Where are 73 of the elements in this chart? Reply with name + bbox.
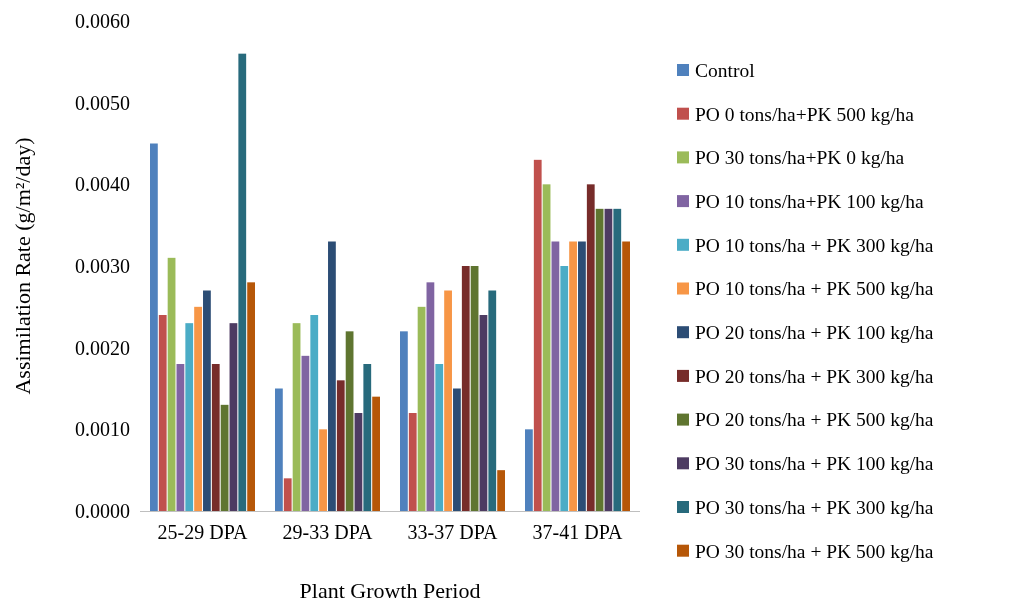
bar [426, 282, 435, 511]
bar [220, 404, 229, 511]
y-tick-label: 0.0030 [75, 254, 130, 277]
bar [488, 290, 497, 511]
bar [247, 282, 255, 511]
bar [319, 429, 327, 511]
x-tick-label: 33-37 DPA [407, 521, 498, 544]
legend-label: PO 10 tons/ha + PK 500 kg/ha [695, 278, 934, 300]
bar [158, 315, 167, 511]
bar [238, 53, 247, 511]
bar [408, 413, 417, 511]
y-tick-label: 0.0000 [75, 499, 130, 522]
bar [301, 355, 310, 511]
bar [150, 143, 158, 511]
legend-label: PO 20 tons/ha + PK 500 kg/ha [695, 409, 934, 431]
x-tick-label: 37-41 DPA [532, 521, 623, 544]
legend-label: PO 30 tons/ha + PK 300 kg/ha [695, 496, 934, 518]
y-tick-label: 0.0060 [75, 9, 130, 32]
bar [363, 364, 372, 511]
bar [525, 429, 533, 511]
legend-label: PO 30 tons/ha+PK 0 kg/ha [695, 147, 905, 169]
bar [622, 241, 630, 511]
bar [336, 380, 345, 511]
y-axis-title: Assimilation Rate (g/m²/day) [10, 137, 35, 395]
bar [354, 413, 363, 511]
legend-label: PO 30 tons/ha + PK 100 kg/ha [695, 453, 934, 475]
bar [310, 315, 319, 511]
bar [470, 266, 479, 511]
x-axis-title: Plant Growth Period [299, 578, 481, 603]
bar [435, 364, 444, 511]
y-tick-label: 0.0040 [75, 173, 130, 196]
y-tick-label: 0.0010 [75, 418, 130, 441]
bar [604, 208, 613, 511]
bar [560, 266, 569, 511]
bar [275, 388, 283, 511]
bar [400, 331, 408, 511]
bar [569, 241, 577, 511]
bar [453, 388, 461, 511]
bar [229, 323, 238, 511]
bar [328, 241, 336, 511]
bar [345, 331, 354, 511]
bar [542, 184, 551, 511]
bar [586, 184, 595, 511]
legend-label: PO 10 tons/ha+PK 100 kg/ha [695, 190, 925, 212]
legend-label: PO 0 tons/ha+PK 500 kg/ha [695, 103, 915, 125]
bar [417, 306, 426, 511]
bar [292, 323, 301, 511]
y-tick-label: 0.0020 [75, 336, 130, 359]
bar [211, 364, 220, 511]
bar [551, 241, 560, 511]
bar [176, 364, 185, 511]
bar [479, 315, 488, 511]
bar [283, 478, 292, 511]
legend-label: PO 20 tons/ha + PK 300 kg/ha [695, 365, 934, 387]
bar [444, 290, 452, 511]
legend-label: PO 10 tons/ha + PK 300 kg/ha [695, 234, 934, 256]
legend-label: Control [695, 59, 756, 81]
bar [595, 208, 604, 511]
bar [167, 257, 176, 511]
bar [613, 208, 622, 511]
y-tick-label: 0.0050 [75, 91, 130, 114]
bar [185, 323, 194, 511]
legend-label: PO 20 tons/ha + PK 100 kg/ha [695, 322, 934, 344]
bar [461, 266, 470, 511]
x-tick-label: 25-29 DPA [157, 521, 248, 544]
bar [194, 306, 202, 511]
bar [578, 241, 586, 511]
bar [497, 470, 505, 511]
x-tick-label: 29-33 DPA [282, 521, 373, 544]
legend-label: PO 30 tons/ha + PK 500 kg/ha [695, 540, 934, 562]
bar [533, 159, 542, 511]
bar [203, 290, 211, 511]
bar [372, 396, 380, 511]
